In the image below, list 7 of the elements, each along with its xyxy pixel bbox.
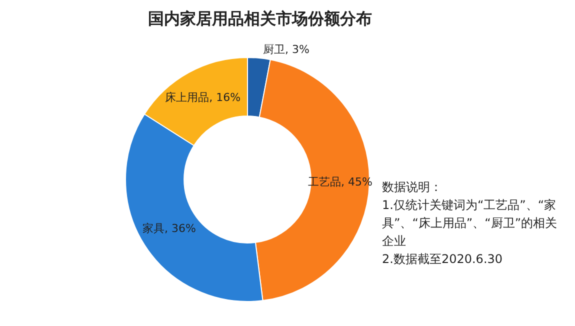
slice-label: 家具, 36% — [142, 222, 196, 236]
slice-label: 床上用品, 16% — [165, 91, 241, 104]
chart-title: 国内家居用品相关市场份额分布 — [148, 9, 372, 28]
text: 1.仅统计关键词为“工艺品”、“家具”、“床上用品”、“厨卫”的相关企业 — [382, 198, 558, 248]
text: 数据说明： — [382, 180, 442, 194]
text: 2.数据截至2020.6.30 — [382, 252, 503, 266]
slice-label: 厨卫, 3% — [262, 42, 310, 56]
